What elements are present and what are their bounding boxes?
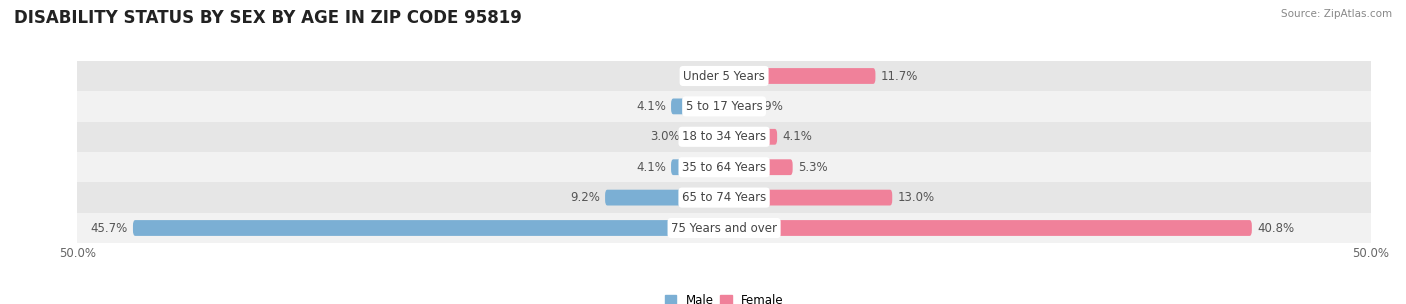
FancyBboxPatch shape — [724, 220, 1251, 236]
FancyBboxPatch shape — [724, 68, 876, 84]
FancyBboxPatch shape — [134, 220, 724, 236]
Text: Under 5 Years: Under 5 Years — [683, 70, 765, 82]
Text: Source: ZipAtlas.com: Source: ZipAtlas.com — [1281, 9, 1392, 19]
Bar — [77, 122, 1371, 152]
Bar — [77, 152, 1371, 182]
Bar — [77, 213, 1371, 243]
FancyBboxPatch shape — [724, 190, 893, 206]
Text: 13.0%: 13.0% — [897, 191, 935, 204]
Text: 18 to 34 Years: 18 to 34 Years — [682, 130, 766, 143]
Text: 45.7%: 45.7% — [90, 222, 128, 234]
Text: 3.0%: 3.0% — [651, 130, 681, 143]
Bar — [77, 61, 1371, 91]
Text: 4.1%: 4.1% — [636, 161, 666, 174]
Text: 75 Years and over: 75 Years and over — [671, 222, 778, 234]
FancyBboxPatch shape — [685, 129, 724, 145]
Text: 40.8%: 40.8% — [1257, 222, 1294, 234]
Text: 35 to 64 Years: 35 to 64 Years — [682, 161, 766, 174]
Text: 11.7%: 11.7% — [880, 70, 918, 82]
Text: 4.1%: 4.1% — [636, 100, 666, 113]
Legend: Male, Female: Male, Female — [665, 294, 783, 304]
FancyBboxPatch shape — [671, 159, 724, 175]
Bar — [77, 182, 1371, 213]
Text: 0.0%: 0.0% — [690, 70, 720, 82]
Text: 5.3%: 5.3% — [797, 161, 828, 174]
FancyBboxPatch shape — [605, 190, 724, 206]
FancyBboxPatch shape — [724, 159, 793, 175]
FancyBboxPatch shape — [724, 129, 778, 145]
Bar — [77, 91, 1371, 122]
FancyBboxPatch shape — [724, 98, 748, 114]
Text: 5 to 17 Years: 5 to 17 Years — [686, 100, 762, 113]
Text: 4.1%: 4.1% — [782, 130, 813, 143]
Text: 9.2%: 9.2% — [569, 191, 600, 204]
FancyBboxPatch shape — [671, 98, 724, 114]
Text: 65 to 74 Years: 65 to 74 Years — [682, 191, 766, 204]
Text: 1.9%: 1.9% — [754, 100, 783, 113]
Text: DISABILITY STATUS BY SEX BY AGE IN ZIP CODE 95819: DISABILITY STATUS BY SEX BY AGE IN ZIP C… — [14, 9, 522, 27]
